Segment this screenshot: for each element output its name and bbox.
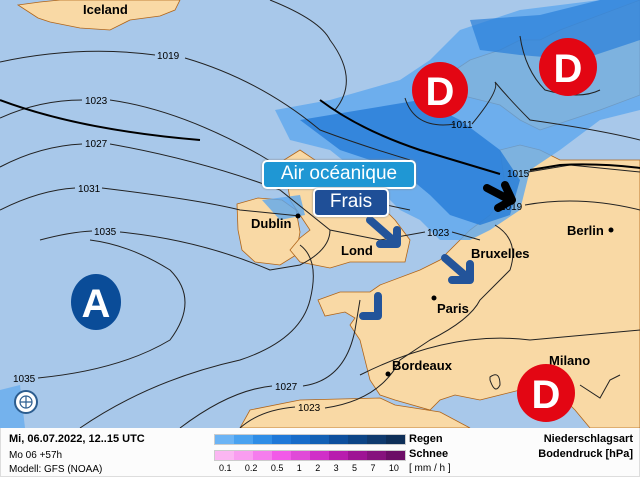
label-dublin: Dublin	[251, 216, 291, 231]
rain-scale	[214, 434, 406, 445]
scale-swatch	[272, 451, 291, 460]
svg-text:1027: 1027	[85, 139, 108, 150]
globe-icon[interactable]	[14, 390, 38, 414]
label-london: Lond	[341, 243, 373, 258]
scale-swatch	[329, 435, 348, 444]
rain-label: Regen	[409, 433, 443, 445]
label-bordeaux: Bordeaux	[392, 358, 453, 373]
label-bruxelles: Bruxelles	[471, 246, 530, 261]
scale-tick: 0.2	[244, 463, 258, 473]
svg-text:1019: 1019	[500, 202, 523, 213]
model-name: Modell: GFS (NOAA)	[9, 464, 103, 475]
svg-text:1035: 1035	[13, 374, 36, 385]
svg-text:1011: 1011	[451, 120, 473, 131]
isobars	[0, 0, 640, 428]
scale-swatch	[253, 435, 272, 444]
scale-tick: 7	[370, 463, 376, 473]
svg-text:1035: 1035	[94, 227, 117, 238]
svg-text:1027: 1027	[275, 382, 298, 393]
svg-text:D: D	[554, 47, 583, 91]
snow-label: Schnee	[409, 448, 449, 460]
svg-text:D: D	[532, 373, 561, 417]
scale-tick: 10	[388, 463, 399, 473]
scale-swatch	[253, 451, 272, 460]
scale-swatch	[348, 451, 367, 460]
unit-label: [ mm / h ]	[409, 463, 451, 474]
callout-frais: Frais	[313, 188, 389, 217]
scale-swatch	[386, 435, 405, 444]
pressure-label: Bodendruck [hPa]	[538, 448, 633, 460]
scale-swatch	[310, 435, 329, 444]
precip-type-label: Niederschlagsart	[543, 433, 633, 445]
scale-tick: 2	[315, 463, 321, 473]
scale-swatch	[291, 451, 310, 460]
scale-swatch	[367, 451, 386, 460]
label-paris: Paris	[437, 301, 469, 316]
label-milano: Milano	[549, 353, 590, 368]
snow-scale	[214, 450, 406, 461]
scale-swatch	[291, 435, 310, 444]
isobar-labels: 1019 1023 1027 1031 1035 1035 1027 1023 …	[13, 51, 530, 414]
low-pressure-scandinavia: D	[539, 38, 597, 96]
svg-text:1023: 1023	[85, 96, 108, 107]
scale-swatch	[215, 435, 234, 444]
svg-text:D: D	[426, 70, 455, 114]
scale-tick: 0.5	[270, 463, 284, 473]
scale-swatch	[234, 435, 253, 444]
scale-swatch	[386, 451, 405, 460]
label-iceland: Iceland	[83, 2, 128, 17]
scale-swatch	[348, 435, 367, 444]
svg-text:1031: 1031	[78, 184, 101, 195]
scale-swatch	[310, 451, 329, 460]
forecast-datetime: Mi, 06.07.2022, 12..15 UTC	[9, 433, 145, 445]
scale-tick: 1	[296, 463, 302, 473]
low-pressure-italy: D	[517, 364, 575, 422]
place-labels: Iceland Dublin Lond Bruxelles Paris Berl…	[83, 2, 614, 377]
scale-tick: 3	[333, 463, 339, 473]
callout-air-oceanique: Air océanique	[262, 160, 416, 189]
legend-footer: Mi, 06.07.2022, 12..15 UTC Mo 06 +57h Mo…	[0, 428, 640, 477]
svg-text:1023: 1023	[298, 403, 321, 414]
low-pressure-north-sea: D	[412, 62, 468, 118]
scale-swatch	[329, 451, 348, 460]
forecast-run: Mo 06 +57h	[9, 450, 63, 461]
svg-text:1023: 1023	[427, 228, 450, 239]
svg-text:1015: 1015	[507, 169, 530, 180]
wind-arrows	[359, 181, 516, 320]
scale-swatch	[234, 451, 253, 460]
svg-text:A: A	[82, 282, 111, 326]
high-pressure-atlantic: A	[71, 274, 121, 330]
scale-swatch	[272, 435, 291, 444]
front-line	[0, 99, 640, 175]
scale-swatch	[367, 435, 386, 444]
scale-tick: 0.1	[219, 463, 232, 473]
scale-swatch	[215, 451, 234, 460]
scale-ticks: 0.1 0.2 0.5 1 2 3 5 7 10	[219, 463, 399, 473]
scale-tick: 5	[352, 463, 358, 473]
svg-text:1019: 1019	[157, 51, 180, 62]
label-berlin: Berlin	[567, 223, 604, 238]
